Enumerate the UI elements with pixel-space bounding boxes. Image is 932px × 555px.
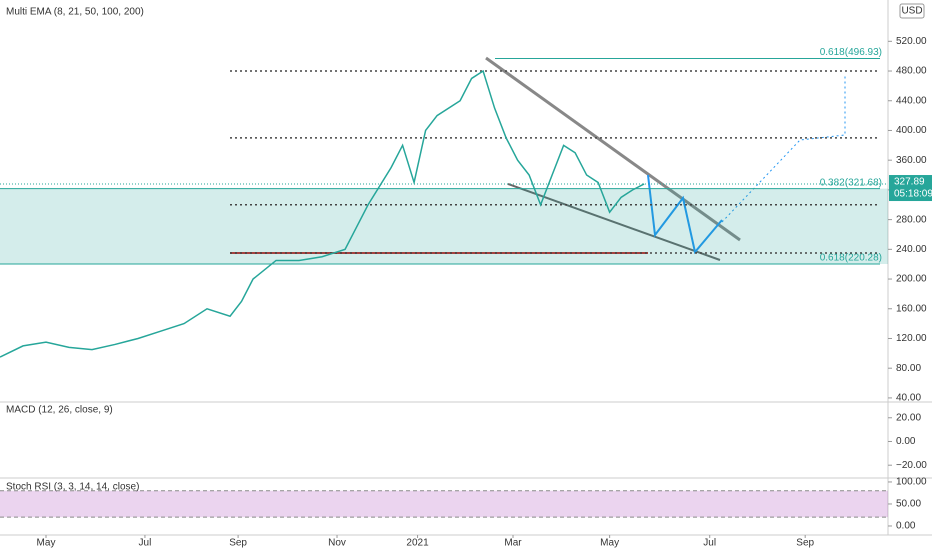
countdown-label: 05:18:09 (894, 189, 932, 200)
y-tick-label: 120.00 (896, 333, 927, 344)
fib-label: 0.618(220.28) (820, 253, 882, 264)
y-tick-label: 200.00 (896, 274, 927, 285)
macd-tick-label: 20.00 (896, 412, 921, 423)
y-tick-label: 480.00 (896, 66, 927, 77)
macd-title: MACD (12, 26, close, 9) (6, 405, 113, 416)
x-tick-label: May (37, 538, 56, 549)
macd-tick-label: 0.00 (896, 436, 916, 447)
x-tick-label: Sep (796, 538, 814, 549)
fib-zone (0, 188, 888, 264)
x-tick-label: Sep (229, 538, 247, 549)
x-tick-label: Jul (139, 538, 152, 549)
x-tick-label: May (600, 538, 619, 549)
macd-tick-label: −20.00 (896, 460, 927, 471)
y-tick-label: 520.00 (896, 36, 927, 47)
currency: USD (901, 6, 922, 17)
price-line (0, 69, 645, 358)
y-tick-label: 280.00 (896, 214, 927, 225)
indicator-title: Multi EMA (8, 21, 50, 100, 200) (6, 7, 144, 18)
stoch-title: Stoch RSI (3, 3, 14, 14, close) (6, 482, 139, 493)
y-tick-label: 80.00 (896, 363, 921, 374)
y-tick-label: 40.00 (896, 393, 921, 404)
stoch-band (0, 490, 888, 518)
stoch-tick-label: 100.00 (896, 477, 927, 488)
y-tick-label: 360.00 (896, 155, 927, 166)
y-tick-label: 440.00 (896, 95, 927, 106)
x-tick-label: Nov (328, 538, 346, 549)
y-tick-label: 240.00 (896, 244, 927, 255)
currency-box[interactable] (899, 3, 925, 19)
y-tick-label: 400.00 (896, 125, 927, 136)
x-tick-label: Jul (703, 538, 716, 549)
fib-label: 0.382(321.68) (820, 177, 882, 188)
last-price-tag (889, 175, 932, 202)
stoch-tick-label: 50.00 (896, 499, 921, 510)
y-tick-label: 160.00 (896, 303, 927, 314)
x-tick-label: Mar (504, 538, 522, 549)
fib-label: 0.618(496.93) (820, 47, 882, 58)
x-tick-label: 2021 (406, 538, 429, 549)
last-price-label: 327.89 (894, 177, 925, 188)
stoch-tick-label: 0.00 (896, 521, 916, 532)
